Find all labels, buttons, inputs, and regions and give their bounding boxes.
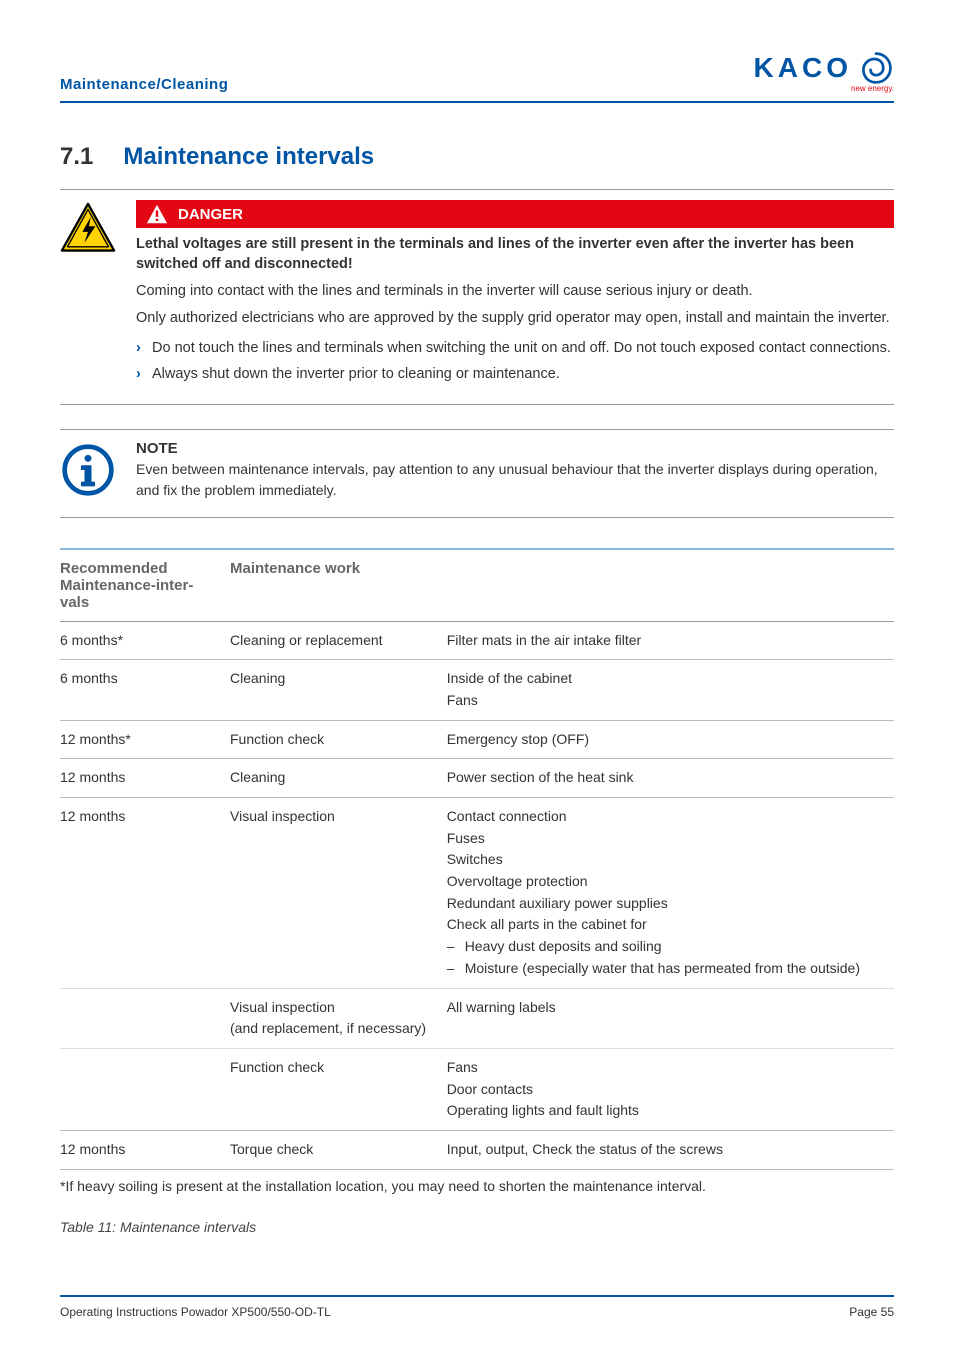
danger-bold-text: Lethal voltages are still present in the…	[136, 234, 894, 275]
footer-left: Operating Instructions Powador XP500/550…	[60, 1305, 331, 1319]
electric-hazard-icon	[60, 200, 116, 257]
note-body: NOTE Even between maintenance intervals,…	[136, 440, 894, 501]
danger-label: DANGER	[178, 206, 243, 223]
page-footer: Operating Instructions Powador XP500/550…	[60, 1295, 894, 1319]
table-row: 12 months* Function check Emergency stop…	[60, 720, 894, 759]
danger-banner: DANGER	[136, 200, 894, 228]
table-row: 6 months* Cleaning or replacement Filter…	[60, 621, 894, 660]
table-row: Visual inspection (and replacement, if n…	[60, 988, 894, 1048]
table-footnote: *If heavy soiling is present at the inst…	[60, 1169, 894, 1205]
logo-text: KACO	[754, 52, 852, 84]
page-header: Maintenance/Cleaning KACO new energy.	[60, 50, 894, 103]
danger-bullet: Do not touch the lines and terminals whe…	[136, 338, 894, 360]
note-title: NOTE	[136, 440, 894, 457]
danger-bullet-list: Do not touch the lines and terminals whe…	[136, 338, 894, 386]
table-row: Function check Fans Door contacts Operat…	[60, 1048, 894, 1130]
danger-para1: Coming into contact with the lines and t…	[136, 281, 894, 303]
heading-row: 7.1 Maintenance intervals	[60, 143, 894, 171]
logo-swirl-icon	[858, 50, 894, 86]
col-header-work: Maintenance work	[230, 549, 894, 622]
table-row: 6 months Cleaning Inside of the cabinet …	[60, 660, 894, 720]
info-icon	[60, 440, 116, 503]
logo: KACO	[754, 50, 894, 86]
maintenance-table: Recommended Maintenance-inter- vals Main…	[60, 548, 894, 1206]
heading-title: Maintenance intervals	[123, 143, 374, 171]
danger-callout: DANGER Lethal voltages are still present…	[60, 189, 894, 405]
table-row: 12 months Visual inspection Contact conn…	[60, 798, 894, 989]
footer-right: Page 55	[849, 1305, 894, 1319]
section-label: Maintenance/Cleaning	[60, 76, 228, 93]
heading-number: 7.1	[60, 143, 93, 171]
table-caption: Table 11: Maintenance intervals	[60, 1219, 894, 1235]
note-callout: NOTE Even between maintenance intervals,…	[60, 429, 894, 518]
table-row: 12 months Torque check Input, output, Ch…	[60, 1130, 894, 1169]
danger-body: DANGER Lethal voltages are still present…	[136, 200, 894, 390]
warning-triangle-icon	[146, 204, 168, 224]
table-row: 12 months Cleaning Power section of the …	[60, 759, 894, 798]
table-header-row: Recommended Maintenance-inter- vals Main…	[60, 549, 894, 622]
note-text: Even between maintenance intervals, pay …	[136, 459, 894, 501]
col-header-interval: Recommended Maintenance-inter- vals	[60, 549, 230, 622]
danger-para2: Only authorized electricians who are app…	[136, 308, 894, 330]
danger-bullet: Always shut down the inverter prior to c…	[136, 364, 894, 386]
logo-block: KACO new energy.	[754, 50, 894, 93]
